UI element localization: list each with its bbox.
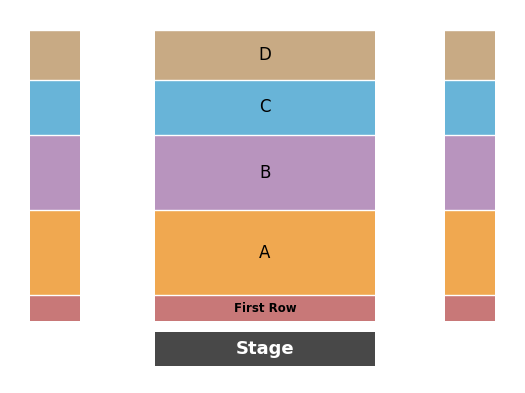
Text: D: D <box>258 46 271 64</box>
Bar <box>445 295 495 321</box>
Text: First Row: First Row <box>234 301 296 314</box>
Bar <box>155 210 375 295</box>
Bar <box>155 332 375 366</box>
Bar <box>155 135 375 210</box>
Bar <box>30 210 80 295</box>
Bar <box>30 295 80 321</box>
Bar <box>445 80 495 135</box>
Bar <box>30 135 80 210</box>
Bar <box>155 295 375 321</box>
Bar <box>445 210 495 295</box>
Text: A: A <box>259 244 271 261</box>
Bar <box>155 80 375 135</box>
Bar <box>155 30 375 80</box>
Text: Stage: Stage <box>236 340 295 358</box>
Bar <box>445 30 495 80</box>
Bar <box>445 135 495 210</box>
Text: B: B <box>259 163 271 182</box>
Bar <box>30 80 80 135</box>
Bar <box>30 30 80 80</box>
Text: C: C <box>259 99 271 116</box>
